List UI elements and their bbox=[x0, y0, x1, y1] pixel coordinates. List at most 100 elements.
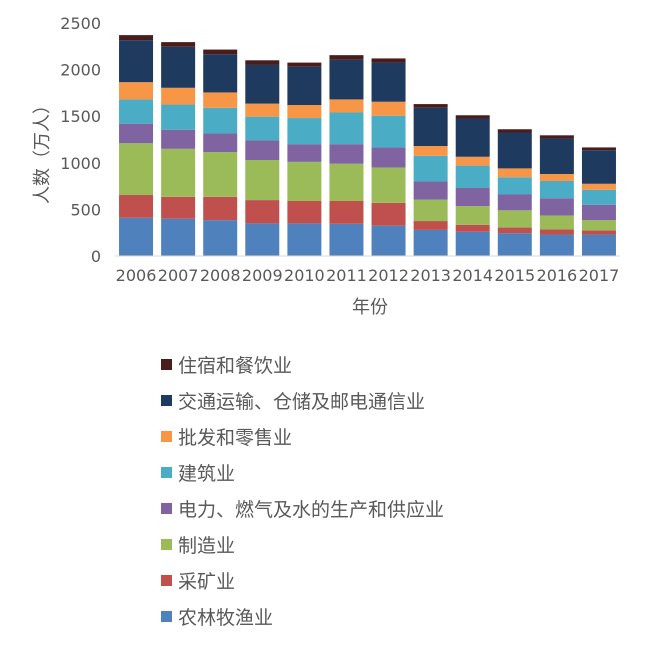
bar-segment bbox=[371, 101, 406, 116]
bar-segment bbox=[119, 123, 154, 144]
bar-segment bbox=[371, 225, 406, 256]
bar-segment bbox=[413, 104, 448, 108]
bar-segment bbox=[329, 223, 364, 256]
bar-segment bbox=[371, 115, 406, 148]
bar-segment bbox=[329, 55, 364, 60]
bar-segment bbox=[539, 198, 574, 216]
x-tick-label: 2014 bbox=[452, 266, 493, 285]
legend-swatch bbox=[161, 611, 172, 622]
bar-segment bbox=[497, 168, 532, 178]
bar-segment bbox=[245, 116, 280, 141]
bar-segment bbox=[203, 152, 238, 197]
bar-segment bbox=[455, 115, 490, 119]
x-tick-label: 2010 bbox=[284, 266, 325, 285]
bar-segment bbox=[497, 132, 532, 169]
bar-segment bbox=[371, 147, 406, 168]
legend-item: 住宿和餐饮业 bbox=[161, 355, 292, 377]
bar-segment bbox=[371, 202, 406, 226]
bar-segment bbox=[413, 107, 448, 147]
bar-segment bbox=[161, 148, 196, 197]
x-axis-title: 年份 bbox=[352, 297, 388, 318]
bar-segment bbox=[455, 187, 490, 207]
bar-segment bbox=[329, 59, 364, 100]
legend-swatch bbox=[161, 575, 172, 586]
bar-segment bbox=[413, 199, 448, 222]
bar-segment bbox=[539, 138, 574, 174]
bar-segment bbox=[245, 103, 280, 117]
legend-item: 采矿业 bbox=[161, 571, 235, 593]
x-tick-label: 2017 bbox=[579, 266, 620, 285]
bar-segment bbox=[245, 160, 280, 201]
legend-item: 交通运输、仓储及邮电通信业 bbox=[161, 391, 425, 413]
x-tick-label: 2015 bbox=[494, 266, 535, 285]
legend-item: 批发和零售业 bbox=[161, 427, 292, 449]
bar-segment bbox=[371, 62, 406, 102]
bar-segment bbox=[539, 173, 574, 181]
bar-segment bbox=[161, 104, 196, 130]
bar-segment bbox=[329, 99, 364, 113]
bar-segment bbox=[287, 66, 322, 106]
plot-area bbox=[119, 35, 616, 256]
bar-segment bbox=[287, 223, 322, 256]
x-axis-ticks: 2006 2007 2008 2009 2010 2011 2012 2013 2014 2015… bbox=[116, 266, 620, 285]
y-axis-title: 人数（万人） bbox=[32, 96, 53, 204]
x-tick-label: 2013 bbox=[410, 266, 451, 285]
y-tick-label: 0 bbox=[91, 247, 101, 266]
legend-item: 农林牧渔业 bbox=[161, 607, 273, 629]
bar-segment bbox=[581, 150, 616, 184]
bar-segment bbox=[455, 206, 490, 225]
legend-swatch bbox=[161, 467, 172, 478]
bar-segment bbox=[413, 229, 448, 256]
bar-segment bbox=[119, 99, 154, 124]
bar-segment bbox=[287, 62, 322, 67]
bar-segment bbox=[371, 167, 406, 203]
legend-swatch bbox=[161, 359, 172, 370]
legend-item: 电力、燃气及水的生产和供应业 bbox=[161, 499, 444, 521]
bar-segment bbox=[455, 224, 490, 232]
legend-swatch bbox=[161, 395, 172, 406]
legend-label: 住宿和餐饮业 bbox=[178, 355, 292, 377]
bar-segment bbox=[329, 112, 364, 145]
bar-segment bbox=[203, 220, 238, 256]
bar-segment bbox=[245, 223, 280, 256]
bar-segment bbox=[329, 163, 364, 202]
legend-label: 电力、燃气及水的生产和供应业 bbox=[178, 499, 444, 521]
bar-segment bbox=[497, 233, 532, 256]
bar-segment bbox=[287, 161, 322, 202]
bar-segment bbox=[581, 234, 616, 256]
x-tick-label: 2006 bbox=[116, 266, 157, 285]
bar-segment bbox=[539, 229, 574, 235]
bar-segment bbox=[119, 40, 154, 83]
legend-swatch bbox=[161, 539, 172, 550]
bar-segment bbox=[413, 221, 448, 230]
bar-segment bbox=[455, 156, 490, 166]
y-tick-label: 500 bbox=[70, 200, 101, 219]
bar-segment bbox=[119, 143, 154, 195]
y-tick-label: 1000 bbox=[60, 154, 101, 173]
bar-segment bbox=[329, 201, 364, 224]
bar-segment bbox=[581, 204, 616, 221]
bar-segment bbox=[581, 220, 616, 231]
y-tick-label: 2000 bbox=[60, 61, 101, 80]
bar-segment bbox=[413, 146, 448, 156]
bar-segment bbox=[245, 60, 280, 65]
bar-segment bbox=[161, 42, 196, 47]
bar-segment bbox=[203, 54, 238, 93]
bar-segment bbox=[119, 194, 154, 218]
legend-swatch bbox=[161, 503, 172, 514]
y-axis-title-group: 人数（万人） bbox=[32, 96, 53, 204]
bar-segment bbox=[581, 147, 616, 151]
bar-segment bbox=[497, 129, 532, 133]
legend-label: 交通运输、仓储及邮电通信业 bbox=[178, 391, 425, 413]
bar-segment bbox=[287, 105, 322, 119]
bar-segment bbox=[203, 49, 238, 55]
bar-segment bbox=[245, 64, 280, 104]
legend-item: 制造业 bbox=[161, 535, 235, 557]
legend-label: 建筑业 bbox=[178, 463, 235, 485]
legend-label: 批发和零售业 bbox=[178, 427, 292, 449]
bar-segment bbox=[455, 165, 490, 188]
bar-segment bbox=[203, 133, 238, 153]
bar-segment bbox=[245, 140, 280, 160]
bar-segment bbox=[455, 118, 490, 157]
